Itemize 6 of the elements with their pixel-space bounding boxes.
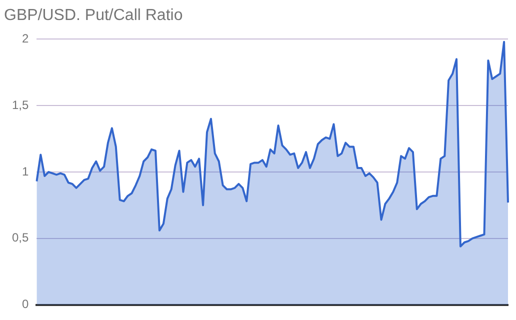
y-tick-label: 0: [22, 297, 29, 312]
y-tick-label: 0,5: [12, 230, 29, 245]
chart-title: GBP/USD. Put/Call Ratio: [4, 7, 183, 24]
y-tick-label: 1: [22, 164, 29, 178]
y-tick-label: 2: [22, 32, 29, 46]
y-tick-label: 1,5: [12, 98, 29, 112]
